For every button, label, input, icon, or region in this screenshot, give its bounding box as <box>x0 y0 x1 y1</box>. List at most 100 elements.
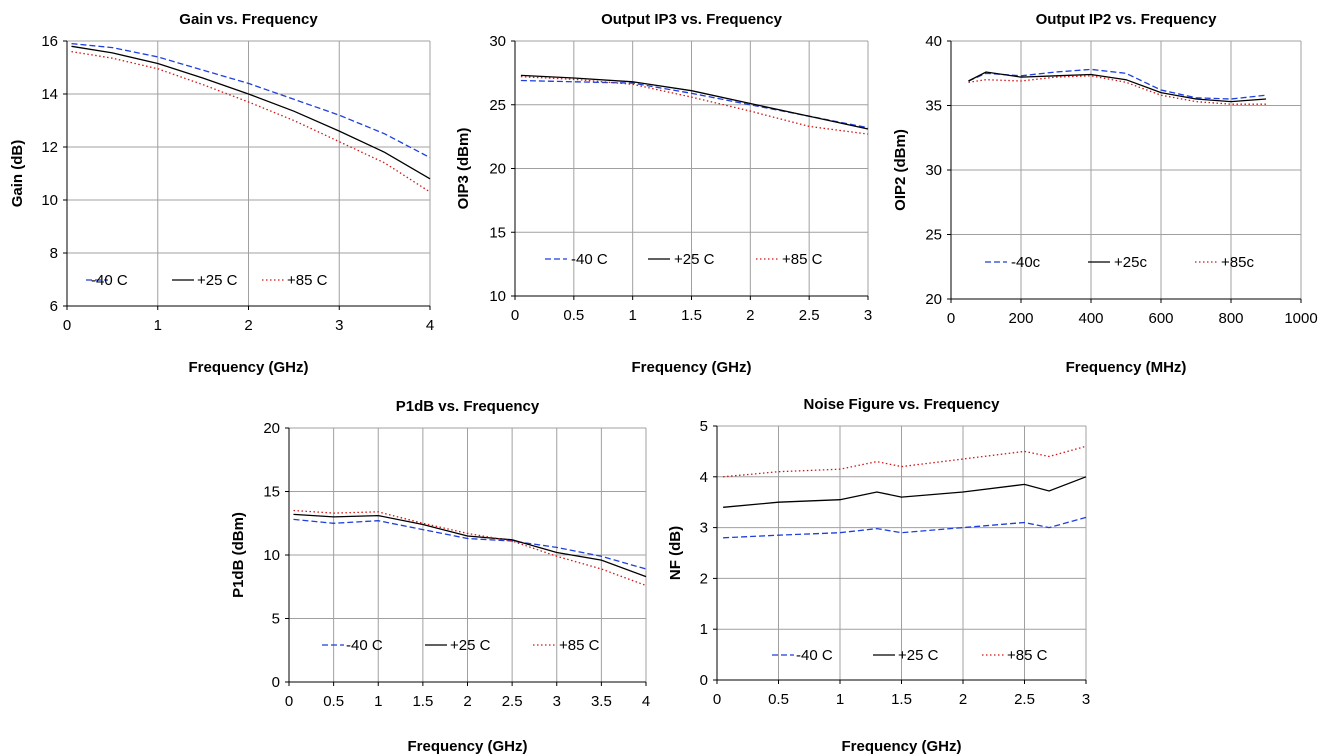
x-tick-label: 2 <box>244 317 252 334</box>
y-tick-label: 10 <box>41 192 58 209</box>
y-tick-label: 8 <box>50 245 58 262</box>
y-tick-label: 20 <box>925 291 942 308</box>
x-tick-label: 0 <box>713 691 721 708</box>
series-line-2 <box>723 476 1087 508</box>
chart-title: P1dB vs. Frequency <box>396 398 540 415</box>
y-tick-label: 0 <box>700 672 708 689</box>
chart-title: Noise Figure vs. Frequency <box>804 396 1001 413</box>
x-axis-title: Frequency (GHz) <box>188 359 308 376</box>
x-tick-label: 0 <box>285 693 293 710</box>
legend-label-1: -40 C <box>571 251 608 268</box>
y-axis-title: Gain (dB) <box>9 140 26 208</box>
legend-label-2: +25 C <box>898 647 939 664</box>
y-tick-label: 0 <box>272 674 280 691</box>
chart-title: Output IP3 vs. Frequency <box>601 11 783 28</box>
x-tick-label: 1 <box>836 691 844 708</box>
x-axis-title: Frequency (GHz) <box>841 738 961 755</box>
legend-label-2: +25c <box>1114 254 1147 271</box>
x-tick-label: 0.5 <box>323 693 344 710</box>
legend: -40c +25c +85c <box>985 254 1254 271</box>
legend-label-1: -40 C <box>91 272 128 289</box>
x-tick-label: 2.5 <box>1014 691 1035 708</box>
x-tick-label: 1.5 <box>891 691 912 708</box>
x-tick-label: 1.5 <box>412 693 433 710</box>
y-tick-label: 25 <box>489 97 506 114</box>
x-tick-label: 1.5 <box>681 307 702 324</box>
legend-label-3: +85 C <box>287 272 328 289</box>
chart-title: Output IP2 vs. Frequency <box>1036 11 1218 28</box>
legend-label-3: +85c <box>1221 254 1254 271</box>
chart-3: 0 200 400 600 800 1000 20 25 30 35 40 Output IP2 vs… <box>892 11 1318 376</box>
series-line-2 <box>520 74 869 130</box>
x-axis-title: Frequency (GHz) <box>407 738 527 755</box>
x-tick-label: 2 <box>746 307 754 324</box>
x-tick-label: 2 <box>463 693 471 710</box>
x-tick-label: 2.5 <box>502 693 523 710</box>
y-tick-label: 30 <box>925 162 942 179</box>
y-tick-label: 10 <box>263 547 280 564</box>
x-tick-label: 0 <box>511 307 519 324</box>
series-line-3 <box>71 50 431 193</box>
x-tick-label: 200 <box>1008 310 1033 327</box>
y-tick-label: 25 <box>925 227 942 244</box>
y-tick-label: 5 <box>272 611 280 628</box>
y-tick-label: 2 <box>700 570 708 587</box>
series-line-1 <box>968 68 1267 100</box>
x-tick-label: 600 <box>1148 310 1173 327</box>
y-tick-label: 4 <box>700 469 708 486</box>
x-tick-label: 3 <box>335 317 343 334</box>
chart-title: Gain vs. Frequency <box>179 11 318 28</box>
y-tick-label: 5 <box>700 418 708 435</box>
x-axis-title: Frequency (GHz) <box>631 359 751 376</box>
y-tick-label: 10 <box>489 288 506 305</box>
x-tick-label: 3 <box>553 693 561 710</box>
x-tick-label: 800 <box>1218 310 1243 327</box>
chart-4: 0 0.5 1 1.5 2 2.5 3 3.5 4 0 5 10 15 20 P1dB vs. Freque… <box>230 398 650 755</box>
x-tick-label: 2 <box>959 691 967 708</box>
series-line-1 <box>293 518 647 570</box>
series-line-1 <box>723 516 1087 539</box>
x-tick-label: 4 <box>426 317 434 334</box>
series-line-3 <box>293 509 647 587</box>
x-tick-label: 3 <box>864 307 872 324</box>
y-tick-label: 30 <box>489 33 506 50</box>
series-line-3 <box>968 75 1266 105</box>
series-line-1 <box>520 79 869 129</box>
series-line-2 <box>968 71 1267 103</box>
y-tick-label: 20 <box>489 161 506 178</box>
y-tick-label: 12 <box>41 139 58 156</box>
gridlines <box>66 40 431 307</box>
series-line-3 <box>723 445 1087 478</box>
legend-label-1: -40 C <box>796 647 833 664</box>
chart-5: 0 0.5 1 1.5 2 2.5 3 0 1 2 3 4 5 Noise Figure vs. Freq… <box>667 396 1090 755</box>
series-line-2 <box>71 45 431 180</box>
y-axis-title: P1dB (dBm) <box>230 512 247 598</box>
legend: -40 C +25 C +85 C <box>322 637 600 654</box>
legend-label-2: +25 C <box>674 251 715 268</box>
x-tick-label: 1 <box>374 693 382 710</box>
y-axis-title: NF (dB) <box>667 526 684 580</box>
gridlines <box>716 425 1087 681</box>
x-tick-label: 0 <box>947 310 955 327</box>
series-line-2 <box>293 513 647 578</box>
legend: -40 C +25 C +85 C <box>545 251 823 268</box>
legend: -40 C +25 C +85 C <box>772 647 1048 664</box>
y-tick-label: 20 <box>263 420 280 437</box>
x-tick-label: 0 <box>63 317 71 334</box>
x-axis-title: Frequency (MHz) <box>1066 359 1187 376</box>
legend-label-2: +25 C <box>450 637 491 654</box>
legend-label-3: +85 C <box>1007 647 1048 664</box>
series-line-1 <box>71 42 431 159</box>
x-tick-label: 1000 <box>1284 310 1317 327</box>
x-tick-label: 1 <box>628 307 636 324</box>
y-tick-label: 6 <box>50 298 58 315</box>
y-axis-title: OIP3 (dBm) <box>455 128 472 210</box>
x-tick-label: 0.5 <box>768 691 789 708</box>
legend-label-1: -40 C <box>346 637 383 654</box>
x-tick-label: 400 <box>1078 310 1103 327</box>
legend-label-3: +85 C <box>559 637 600 654</box>
chart-2: 0 0.5 1 1.5 2 2.5 3 10 15 20 25 30 Output IP3 vs. Fr… <box>455 11 872 376</box>
x-tick-label: 1 <box>154 317 162 334</box>
